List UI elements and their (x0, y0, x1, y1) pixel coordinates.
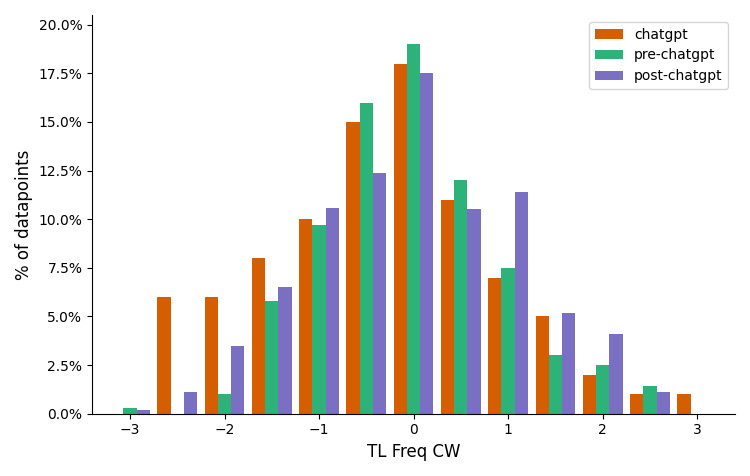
Bar (454, 180, 467, 414)
Bar (420, 73, 434, 414)
Bar (394, 64, 407, 414)
Bar (644, 387, 656, 414)
Bar (407, 44, 420, 414)
Bar (123, 408, 136, 414)
Bar (488, 278, 502, 414)
Bar (136, 410, 150, 414)
Bar (536, 317, 549, 414)
Bar (596, 365, 609, 414)
Bar (205, 297, 218, 414)
Bar (373, 172, 386, 414)
Bar (231, 346, 244, 414)
Bar (158, 297, 170, 414)
Bar (467, 209, 481, 414)
Bar (514, 192, 528, 414)
Bar (326, 208, 339, 414)
Bar (313, 225, 326, 414)
Y-axis label: % of datapoints: % of datapoints (15, 149, 33, 279)
Bar (218, 394, 231, 414)
Bar (278, 288, 292, 414)
Bar (299, 219, 313, 414)
Bar (360, 102, 373, 414)
Bar (549, 356, 562, 414)
Bar (677, 394, 691, 414)
X-axis label: TL Freq CW: TL Freq CW (367, 443, 460, 461)
Bar (656, 392, 670, 414)
Bar (562, 313, 575, 414)
Legend: chatgpt, pre-chatgpt, post-chatgpt: chatgpt, pre-chatgpt, post-chatgpt (590, 22, 728, 89)
Bar (630, 394, 644, 414)
Bar (252, 258, 266, 414)
Bar (609, 334, 622, 414)
Bar (441, 200, 454, 414)
Bar (184, 392, 197, 414)
Bar (583, 375, 596, 414)
Bar (266, 301, 278, 414)
Bar (346, 122, 360, 414)
Bar (502, 268, 515, 414)
